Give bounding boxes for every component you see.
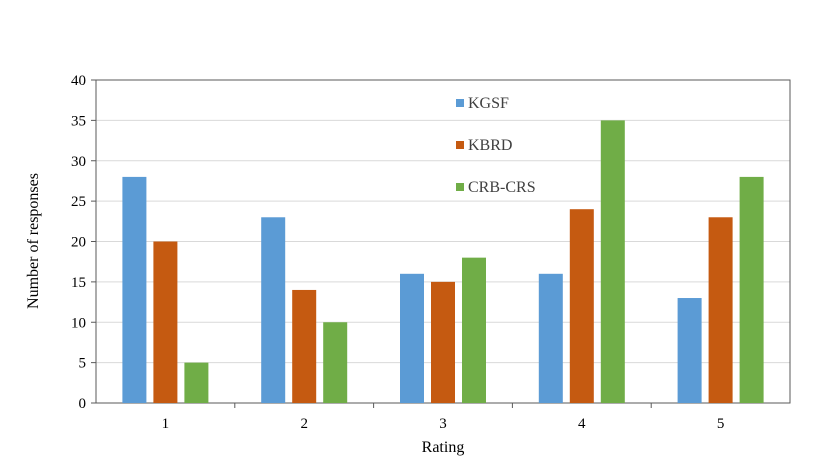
bar-kbrd-3 (431, 281, 455, 403)
x-tick-label: 2 (300, 416, 308, 432)
y-tick-label: 40 (71, 73, 86, 89)
y-tick-label: 10 (71, 315, 86, 331)
x-axis-ticks: 1 2 3 4 5 (162, 403, 725, 432)
bar-crb-crs-2 (323, 322, 348, 403)
y-tick-label: 5 (79, 356, 87, 372)
bars (122, 120, 764, 403)
bar-crb-crs-3 (462, 257, 486, 403)
legend-label: KBRD (468, 137, 512, 154)
bar-crb-crs-1 (184, 362, 209, 403)
bar-kbrd-1 (153, 241, 178, 403)
legend: KGSF KBRD CRB-CRS (456, 95, 536, 196)
y-tick-label: 25 (71, 194, 86, 210)
bar-crb-crs-4 (600, 120, 625, 403)
bar-kgsf-5 (677, 298, 702, 403)
legend-label: CRB-CRS (468, 179, 536, 196)
bar-kbrd-5 (708, 217, 733, 403)
y-tick-label: 30 (71, 154, 86, 170)
y-tick-label: 35 (71, 113, 86, 129)
legend-swatch (456, 183, 464, 191)
bar-kgsf-1 (122, 176, 147, 403)
bar-kbrd-2 (292, 289, 317, 403)
legend-swatch (456, 99, 464, 107)
y-axis-title: Number of responses (25, 173, 42, 309)
legend-swatch (456, 141, 464, 149)
x-tick-label: 1 (162, 416, 170, 432)
x-tick-label: 4 (578, 416, 586, 432)
bar-kgsf-3 (400, 273, 424, 403)
y-tick-label: 0 (79, 396, 87, 412)
bar-kbrd-4 (569, 209, 594, 403)
x-tick-label: 5 (717, 416, 725, 432)
y-tick-label: 15 (71, 275, 86, 291)
bar-crb-crs-5 (739, 176, 764, 403)
y-axis-ticks: 0 5 10 15 20 25 30 35 40 (71, 73, 96, 412)
bar-kgsf-4 (538, 273, 563, 403)
x-axis-title: Rating (422, 439, 465, 456)
y-tick-label: 20 (71, 235, 86, 251)
x-tick-label: 3 (439, 416, 447, 432)
legend-label: KGSF (468, 95, 509, 112)
bar-kgsf-2 (261, 217, 286, 403)
